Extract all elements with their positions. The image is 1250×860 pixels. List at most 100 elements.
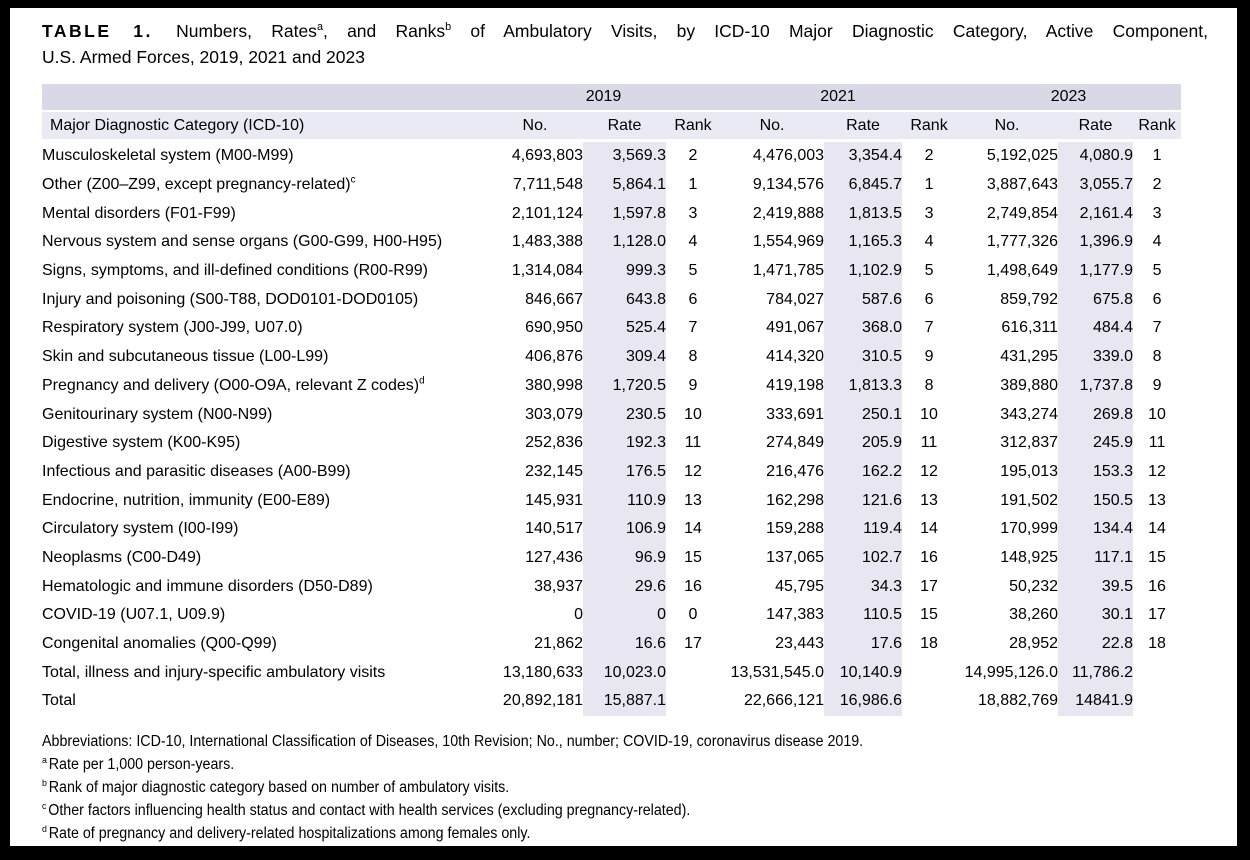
rate-cell: 1,165.3 xyxy=(824,228,903,257)
no-cell: 2,101,124 xyxy=(511,204,583,222)
table-title-text: , and Ranks xyxy=(322,21,446,41)
rate-cell: 30.1 xyxy=(1058,601,1134,630)
no-cell: 846,667 xyxy=(525,290,583,308)
category-cell: Genitourinary system (N00-N99) xyxy=(42,400,487,429)
no-cell: 1,777,326 xyxy=(986,233,1059,251)
rate-cell: 192.3 xyxy=(583,428,666,458)
no-cell: 13,531,545.0 xyxy=(730,663,825,681)
category-cell: Total xyxy=(42,687,487,716)
rate-cell: 1,813.3 xyxy=(824,371,903,401)
no-cell: 232,145 xyxy=(525,462,583,480)
footnote-marker-d: d xyxy=(42,823,47,835)
table-row: Infectious and parasitic diseases (A00-B… xyxy=(42,457,1181,487)
no-cell: 859,792 xyxy=(1000,290,1059,308)
no-cell: 2,419,888 xyxy=(752,204,825,222)
no-cell: 140,517 xyxy=(525,520,583,538)
footnote-text: Rate of pregnancy and delivery-related h… xyxy=(48,824,531,842)
rate-cell: 1,396.9 xyxy=(1058,228,1134,257)
footnote-marker-a: a xyxy=(42,754,47,766)
no-cell: 50,232 xyxy=(1009,577,1059,595)
no-cell: 137,065 xyxy=(766,548,825,566)
category-label: Signs, symptoms, and ill-defined conditi… xyxy=(42,262,428,280)
rate-cell: 11,786.2 xyxy=(1058,658,1134,688)
rank-cell: 18 xyxy=(920,635,938,653)
no-cell: 9,134,576 xyxy=(752,176,825,194)
rate-cell: 0 xyxy=(583,601,666,630)
no-cell: 159,288 xyxy=(766,520,825,538)
column-header-rank: Rank xyxy=(902,111,957,142)
rank-cell: 11 xyxy=(920,434,938,452)
column-header-no: No. xyxy=(487,111,583,142)
rate-cell: 22.8 xyxy=(1058,629,1134,659)
category-label: Pregnancy and delivery (O00-O9A, relevan… xyxy=(42,376,420,394)
category-label: Total, illness and injury-specific ambul… xyxy=(42,663,386,681)
rank-cell: 8 xyxy=(1152,348,1162,366)
category-cell: Endocrine, nutrition, immunity (E00-E89) xyxy=(42,486,487,515)
rate-cell: 3,055.7 xyxy=(1058,170,1134,200)
no-cell: 303,079 xyxy=(525,405,583,423)
table-row: Musculoskeletal system (M00-M99) 4,693,80… xyxy=(42,140,1181,171)
rank-cell: 1 xyxy=(924,176,934,194)
table-row: Hematologic and immune disorders (D50-D8… xyxy=(42,572,1181,601)
rate-cell: 29.6 xyxy=(583,572,666,601)
no-cell: 28,952 xyxy=(1009,635,1059,653)
no-cell: 1,498,649 xyxy=(986,262,1059,280)
rank-cell: 9 xyxy=(688,376,698,394)
page: TABLE 1. Numbers, Ratesa, and Ranksb of … xyxy=(10,8,1237,846)
table-title-line2: U.S. Armed Forces, 2019, 2021 and 2023 xyxy=(42,47,365,67)
table-row: COVID-19 (U07.1, U09.9) 0 0 0 147,383 110.5 15… xyxy=(42,601,1181,630)
rate-cell: 1,597.8 xyxy=(583,199,666,229)
rate-cell: 230.5 xyxy=(583,400,666,429)
no-cell: 22,666,121 xyxy=(743,692,825,710)
rank-cell: 0 xyxy=(688,606,698,624)
rate-cell: 15,887.1 xyxy=(583,687,666,716)
rank-cell: 17 xyxy=(684,635,702,653)
footnote-text: Rank of major diagnostic category based … xyxy=(48,778,510,796)
rank-cell: 11 xyxy=(684,434,702,452)
rank-cell: 5 xyxy=(924,262,934,280)
rank-cell: 13 xyxy=(1148,491,1166,509)
no-cell: 690,950 xyxy=(525,319,583,337)
category-label: Hematologic and immune disorders (D50-D8… xyxy=(42,577,373,595)
table-row: Skin and subcutaneous tissue (L00-L99) 40… xyxy=(42,342,1181,372)
footnotes: Abbreviations: ICD-10, International Cla… xyxy=(42,730,1183,845)
no-cell: 431,295 xyxy=(1000,348,1059,366)
footnote-line: a Rate per 1,000 person-years. xyxy=(42,753,1183,776)
table-title: TABLE 1. Numbers, Ratesa, and Ranksb of … xyxy=(42,18,1208,70)
rank-cell: 12 xyxy=(1148,462,1166,480)
rate-cell: 205.9 xyxy=(824,428,903,458)
table-title-text: Numbers, Rates xyxy=(176,21,317,41)
no-cell: 343,274 xyxy=(1000,405,1059,423)
rate-cell: 14841.9 xyxy=(1058,687,1134,716)
rate-cell: 121.6 xyxy=(824,486,903,515)
rank-cell: 17 xyxy=(1148,606,1166,624)
rate-cell: 339.0 xyxy=(1058,342,1134,372)
rate-cell: 250.1 xyxy=(824,400,903,429)
table-row: Endocrine, nutrition, immunity (E00-E89)… xyxy=(42,486,1181,515)
rate-cell: 525.4 xyxy=(583,314,666,343)
no-cell: 274,849 xyxy=(766,434,825,452)
rank-cell: 12 xyxy=(920,462,938,480)
table-row: Pregnancy and delivery (O00-O9A, relevan… xyxy=(42,371,1181,401)
rank-cell: 16 xyxy=(1148,577,1166,595)
no-cell: 38,937 xyxy=(534,577,583,595)
no-cell: 419,198 xyxy=(766,376,825,394)
category-label: Total xyxy=(42,692,76,710)
no-cell: 1,483,388 xyxy=(511,233,583,251)
content-area: TABLE 1. Numbers, Ratesa, and Ranksb of … xyxy=(10,8,1237,845)
rate-cell: 5,864.1 xyxy=(583,170,666,200)
rank-cell: 7 xyxy=(1152,319,1162,337)
rank-cell: 9 xyxy=(924,348,934,366)
category-label: Other (Z00–Z99, except pregnancy-related… xyxy=(42,176,351,194)
category-cell: Injury and poisoning (S00-T88, DOD0101-D… xyxy=(42,285,487,314)
table-row: Circulatory system (I00-I99) 140,517 106.9… xyxy=(42,514,1181,544)
rate-cell: 310.5 xyxy=(824,342,903,372)
no-cell: 145,931 xyxy=(525,491,583,509)
rate-cell: 10,140.9 xyxy=(824,658,903,688)
rate-cell: 1,128.0 xyxy=(583,228,666,257)
category-label: Infectious and parasitic diseases (A00-B… xyxy=(42,462,351,480)
no-cell: 7,711,548 xyxy=(513,176,583,194)
rank-cell: 7 xyxy=(924,319,934,337)
category-cell: Hematologic and immune disorders (D50-D8… xyxy=(42,572,487,601)
rank-cell: 15 xyxy=(684,548,702,566)
